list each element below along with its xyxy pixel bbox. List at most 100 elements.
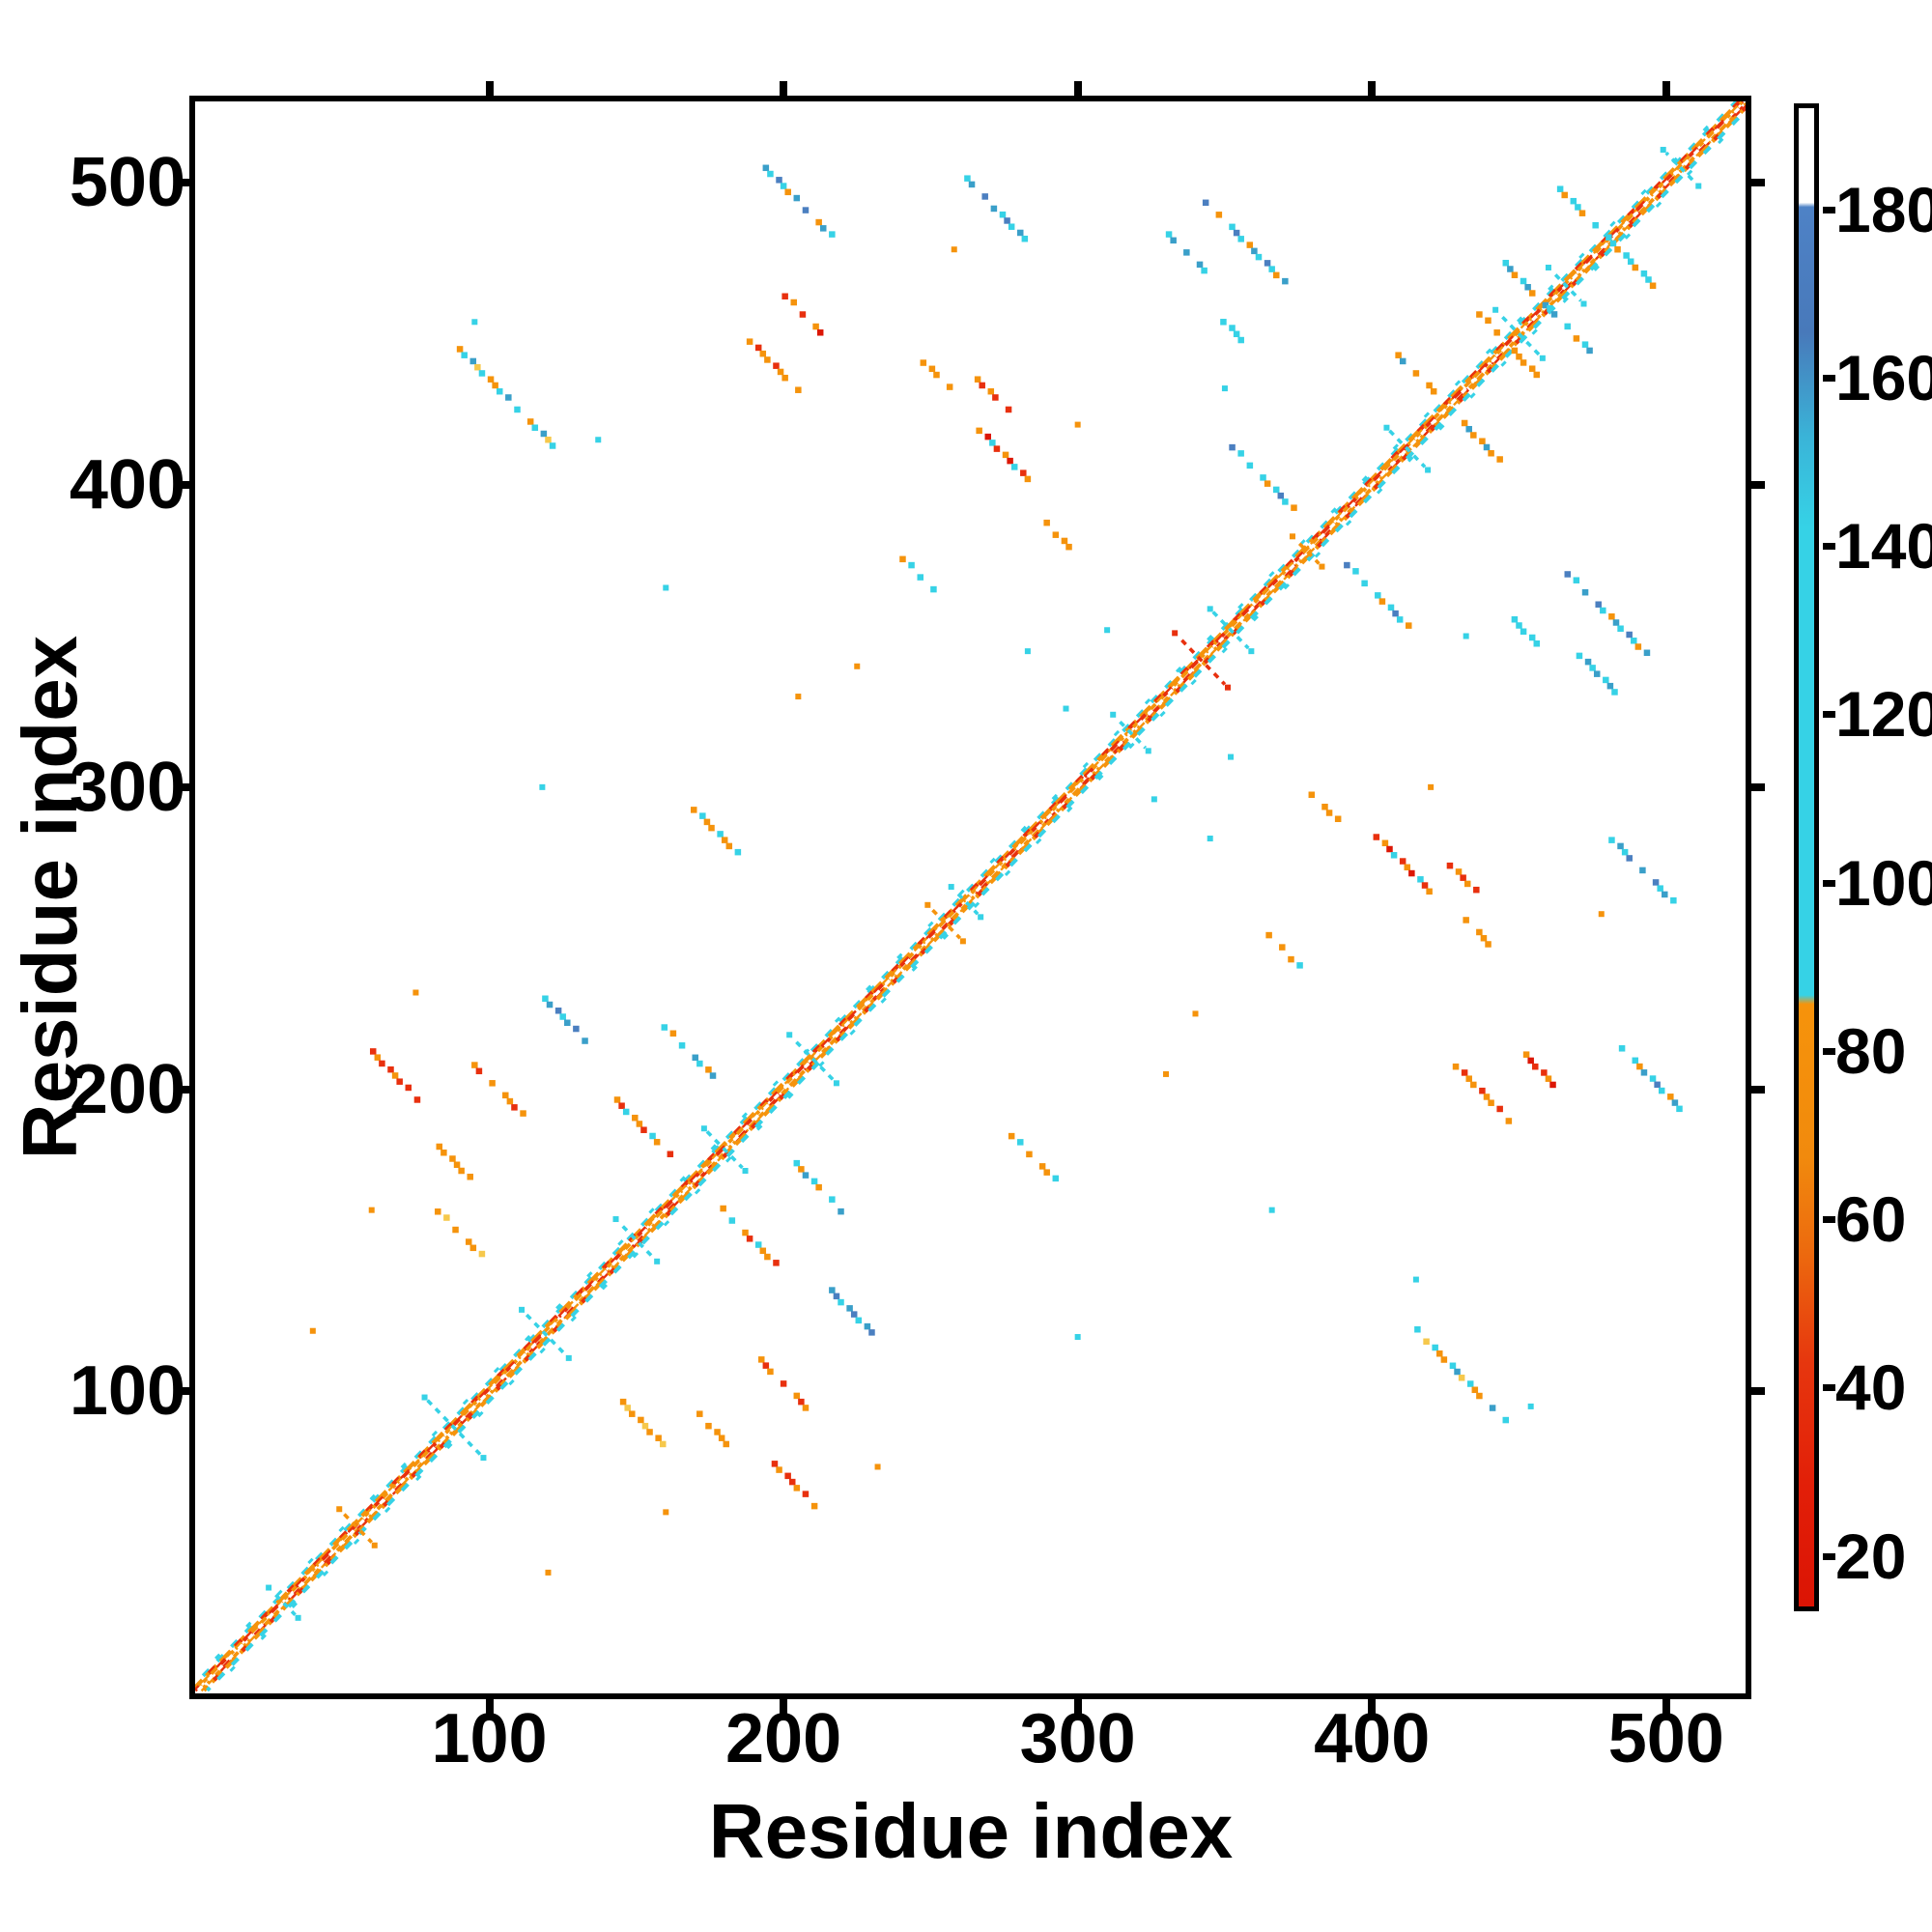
contact-cell <box>802 1491 810 1497</box>
contact-cell <box>1163 1070 1170 1077</box>
contact-cell <box>899 555 906 563</box>
contact-cell <box>1507 266 1514 272</box>
contact-cell <box>539 783 546 790</box>
contact-cell <box>746 1236 753 1242</box>
contact-cell <box>720 1205 726 1212</box>
contact-cell <box>964 175 971 182</box>
contact-cell <box>1352 568 1359 575</box>
contact-cell <box>421 1394 428 1401</box>
contact-cell <box>391 1072 399 1079</box>
y-tick-label: 400 <box>69 446 185 525</box>
contact-cell <box>1463 880 1471 888</box>
contact-cell <box>1632 264 1639 271</box>
contact-cell <box>661 1024 668 1031</box>
contact-cell <box>757 1356 765 1363</box>
contact-cell <box>1466 1380 1474 1387</box>
contact-cell <box>487 376 495 383</box>
contact-cell <box>505 394 512 401</box>
contact-cell <box>1611 689 1618 696</box>
contact-cell <box>1255 253 1263 261</box>
contact-cell <box>449 1155 456 1162</box>
x-tick-mark-bottom <box>485 1699 494 1715</box>
contact-cell <box>1404 864 1411 871</box>
contact-cell <box>1279 944 1286 951</box>
contact-cell <box>1573 577 1580 583</box>
contact-cell <box>725 842 733 850</box>
contact-cell <box>718 1435 725 1441</box>
contact-band <box>195 101 1738 1688</box>
contact-cell <box>976 427 982 435</box>
colorbar-tick-label: 140 <box>1835 510 1932 582</box>
contact-cell <box>1007 457 1013 465</box>
contact-cell <box>1550 311 1558 318</box>
contact-cell <box>1573 335 1580 342</box>
contact-cell <box>1065 543 1072 551</box>
contact-cell <box>1632 1057 1639 1065</box>
contact-cell <box>703 818 711 826</box>
contact-cell <box>1196 261 1204 269</box>
contact-cell <box>1479 438 1486 444</box>
contact-cell <box>773 362 780 369</box>
contact-cell <box>1465 1075 1472 1082</box>
contact-cell <box>1455 868 1463 875</box>
contact-cell <box>1463 917 1469 923</box>
contact-cell <box>968 181 976 188</box>
contact-cell <box>1289 533 1295 540</box>
contact-cell <box>1586 347 1593 355</box>
contact-cell <box>917 574 923 581</box>
contact-band <box>195 101 1742 1690</box>
contact-band <box>523 1311 568 1357</box>
contact-cell <box>1452 1063 1460 1070</box>
contact-cell <box>546 1001 554 1009</box>
contact-cell <box>1575 204 1581 211</box>
y-tick-mark-right <box>1751 782 1765 791</box>
contact-cell <box>489 1080 496 1087</box>
contact-cell <box>1516 353 1522 360</box>
contact-cell <box>1017 229 1024 237</box>
contact-cell <box>1074 1333 1081 1340</box>
contact-cell <box>854 663 861 669</box>
y-tick-mark-left <box>175 1387 189 1396</box>
contact-cell <box>435 1208 441 1215</box>
contact-cell <box>1228 753 1235 760</box>
contact-cell <box>1564 571 1572 578</box>
contact-cell <box>646 1429 653 1435</box>
contact-cell <box>1074 421 1081 428</box>
contact-cell <box>1592 221 1599 229</box>
contact-cell <box>1282 277 1289 285</box>
contact-cell <box>850 1311 858 1318</box>
contact-cell <box>767 1368 774 1376</box>
contact-cell <box>1561 191 1568 199</box>
contact-cell <box>864 1322 871 1330</box>
contact-cell <box>595 437 602 443</box>
contact-cell <box>1465 425 1472 433</box>
contact-cell <box>1396 616 1404 623</box>
contact-cell <box>1265 931 1272 939</box>
contact-cell <box>465 1238 472 1245</box>
contact-cell <box>833 1293 840 1300</box>
contact-cell <box>846 1305 853 1312</box>
contact-cell <box>1502 259 1510 267</box>
contact-cell <box>1621 848 1629 856</box>
x-tick-mark-top <box>1073 81 1082 96</box>
contact-cell <box>1489 1405 1496 1411</box>
colorbar-tick-label: 120 <box>1835 678 1932 751</box>
contact-band <box>705 1130 744 1170</box>
contact-cell <box>582 1037 588 1044</box>
contact-cell <box>815 1183 822 1191</box>
contact-cell <box>1024 648 1031 655</box>
contact-cell <box>1533 640 1541 647</box>
contact-cell <box>1676 1105 1683 1113</box>
contact-cell <box>874 1463 881 1470</box>
x-tick-label: 100 <box>431 1700 548 1777</box>
contact-cell <box>1446 862 1454 869</box>
contact-cell <box>622 1108 630 1116</box>
contact-cell <box>764 356 771 363</box>
contact-cell <box>461 352 468 358</box>
colorbar-tick-label: 80 <box>1835 1014 1907 1087</box>
contact-cell <box>1471 1386 1479 1394</box>
contact-cell <box>1334 815 1342 823</box>
contact-cell <box>773 1260 780 1266</box>
contact-cell <box>1532 1063 1539 1070</box>
contact-cell <box>1207 836 1213 842</box>
